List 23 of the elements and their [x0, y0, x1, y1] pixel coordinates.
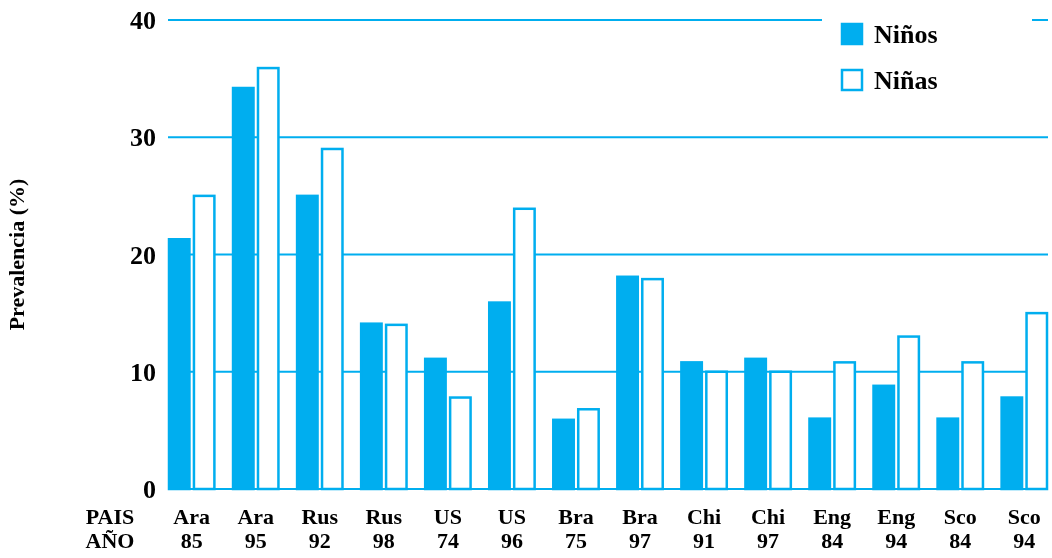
- y-tick-label: 10: [130, 357, 156, 387]
- y-tick-label: 0: [143, 475, 156, 505]
- x-tick-label: Sco 94: [1007, 504, 1041, 553]
- x-tick-label: Rus 98: [365, 504, 403, 553]
- y-tick-label: 30: [130, 123, 156, 153]
- x-tick-label: Bra 97: [622, 504, 658, 553]
- legend-label: Niños: [874, 20, 938, 50]
- y-tick-label: 20: [130, 240, 156, 270]
- y-axis-title: Prevalencia (%): [4, 178, 29, 331]
- x-tick-label: Eng 84: [813, 504, 852, 553]
- x-tick-label: Ara 95: [237, 504, 275, 553]
- x-axis-title: PAIS AÑO: [85, 504, 135, 553]
- legend-label: Niñas: [874, 66, 938, 96]
- x-tick-label: Sco 84: [943, 504, 977, 553]
- y-tick-label: 40: [130, 6, 156, 36]
- x-tick-label: US 96: [497, 504, 526, 553]
- x-tick-label: Bra 75: [558, 504, 594, 553]
- x-tick-label: Chi 97: [750, 504, 786, 553]
- x-tick-label: Eng 94: [877, 504, 916, 553]
- x-tick-label: US 74: [433, 504, 462, 553]
- x-tick-label: Rus 92: [301, 504, 339, 553]
- x-tick-label: Ara 85: [173, 504, 211, 553]
- x-tick-label: Chi 91: [686, 504, 722, 553]
